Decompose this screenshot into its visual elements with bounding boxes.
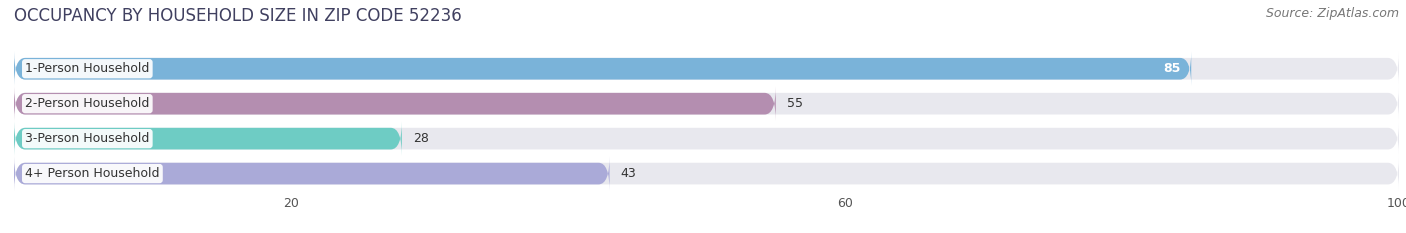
Text: 4+ Person Household: 4+ Person Household — [25, 167, 160, 180]
FancyBboxPatch shape — [14, 52, 1191, 86]
Text: 28: 28 — [413, 132, 429, 145]
FancyBboxPatch shape — [14, 122, 1399, 156]
Text: 2-Person Household: 2-Person Household — [25, 97, 149, 110]
Text: 43: 43 — [620, 167, 637, 180]
Text: Source: ZipAtlas.com: Source: ZipAtlas.com — [1265, 7, 1399, 20]
FancyBboxPatch shape — [14, 52, 1399, 86]
Text: 3-Person Household: 3-Person Household — [25, 132, 149, 145]
FancyBboxPatch shape — [14, 157, 1399, 191]
FancyBboxPatch shape — [14, 122, 402, 156]
Text: 55: 55 — [787, 97, 803, 110]
Text: 1-Person Household: 1-Person Household — [25, 62, 149, 75]
FancyBboxPatch shape — [14, 87, 776, 121]
FancyBboxPatch shape — [14, 157, 610, 191]
FancyBboxPatch shape — [14, 87, 1399, 121]
Text: 85: 85 — [1163, 62, 1180, 75]
Text: OCCUPANCY BY HOUSEHOLD SIZE IN ZIP CODE 52236: OCCUPANCY BY HOUSEHOLD SIZE IN ZIP CODE … — [14, 7, 461, 25]
